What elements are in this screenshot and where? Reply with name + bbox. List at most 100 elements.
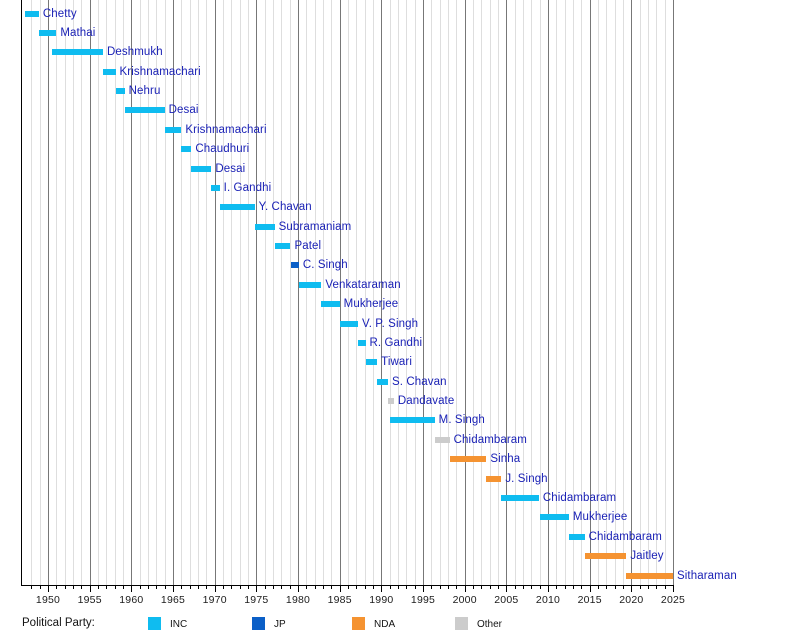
timeline-bar[interactable] [124, 107, 165, 114]
x-tick [656, 586, 658, 589]
x-tick [581, 586, 583, 589]
legend-swatch-inc[interactable] [148, 617, 161, 630]
x-tick-label: 1975 [244, 594, 269, 606]
gridline [364, 0, 366, 585]
timeline-bar[interactable] [52, 49, 103, 56]
x-tick [298, 586, 299, 592]
timeline-bar[interactable] [181, 146, 192, 153]
gridline [539, 0, 541, 585]
timeline-bar[interactable] [191, 165, 212, 172]
legend-swatch-jp[interactable] [252, 617, 265, 630]
x-tick [89, 586, 91, 592]
gridline [673, 0, 674, 585]
timeline-bar-label: Chidambaram [453, 433, 527, 446]
gridline [173, 0, 174, 585]
x-tick [489, 586, 491, 589]
x-tick [473, 586, 474, 589]
gridline [348, 0, 349, 585]
timeline-bar[interactable] [254, 223, 275, 230]
x-axis-line [21, 585, 674, 586]
timeline-bar[interactable] [365, 359, 378, 366]
x-tick [198, 586, 199, 589]
timeline-bar-label: Chidambaram [542, 492, 617, 504]
timeline-bar-label: Y. Chavan [258, 201, 312, 214]
gridline [606, 0, 608, 585]
gridline [156, 0, 158, 585]
x-tick-label: 1995 [410, 594, 436, 606]
legend-swatch-nda[interactable] [352, 617, 365, 630]
x-tick [64, 586, 66, 589]
timeline-bar[interactable] [584, 553, 627, 560]
timeline-bar[interactable] [211, 184, 220, 191]
gridline [148, 0, 149, 585]
gridline [206, 0, 208, 585]
gridline [39, 0, 41, 585]
timeline-bar[interactable] [298, 281, 322, 288]
timeline-bar[interactable] [219, 204, 255, 211]
timeline-bar-label: Deshmukh [107, 46, 163, 59]
gridline [314, 0, 316, 585]
x-tick [514, 586, 516, 589]
timeline-bar[interactable] [339, 320, 358, 327]
x-tick [131, 586, 133, 592]
gridline [281, 0, 283, 585]
gridline [573, 0, 574, 585]
timeline-bar[interactable] [434, 436, 450, 443]
timeline-bar[interactable] [501, 495, 539, 501]
x-tick [214, 586, 216, 592]
x-tick [531, 586, 533, 589]
legend-label-jp: JP [274, 619, 286, 630]
x-tick [364, 586, 366, 589]
x-tick-label: 2015 [577, 594, 602, 606]
gridline [481, 0, 483, 585]
timeline-bar[interactable] [388, 398, 394, 405]
legend-label-other: Other [477, 619, 503, 630]
gridline [656, 0, 658, 585]
gridline [323, 0, 324, 585]
timeline-bar[interactable] [321, 301, 340, 308]
timeline-bar[interactable] [389, 417, 435, 424]
gridline [31, 0, 33, 585]
timeline-bar[interactable] [115, 88, 125, 95]
x-tick [206, 586, 208, 589]
timeline-bar[interactable] [377, 378, 388, 385]
timeline-bar[interactable] [358, 339, 366, 346]
x-tick [456, 586, 458, 589]
timeline-bar[interactable] [103, 68, 116, 75]
gridline [81, 0, 83, 585]
x-tick [173, 586, 174, 592]
plot-area: Chetty Mathai Deshmukh Krishnamachari Nehru D… [21, 0, 737, 585]
x-tick [181, 586, 183, 589]
timeline-bar[interactable] [38, 29, 57, 36]
x-tick [506, 586, 508, 592]
x-tick [56, 586, 58, 589]
x-tick [639, 586, 641, 589]
x-tick [398, 586, 399, 589]
x-tick [281, 586, 283, 589]
gridline [439, 0, 441, 585]
legend-swatch-other[interactable] [455, 617, 468, 630]
timeline-bar[interactable] [164, 126, 182, 133]
x-tick [323, 586, 324, 589]
gridline [431, 0, 433, 585]
x-tick [464, 586, 466, 592]
x-tick [481, 586, 483, 589]
timeline-bar-label: Venkataraman [325, 278, 401, 291]
gridline [464, 0, 466, 585]
x-tick [98, 586, 99, 589]
timeline-bar[interactable] [24, 10, 39, 17]
timeline-bar[interactable] [539, 514, 569, 521]
timeline-bar[interactable] [486, 475, 502, 482]
y-axis-line [21, 0, 22, 586]
timeline-bar[interactable] [449, 456, 487, 463]
timeline-bar[interactable] [274, 243, 291, 250]
timeline-bar[interactable] [568, 533, 585, 540]
timeline-bar[interactable] [626, 572, 673, 579]
timeline-bar[interactable] [290, 262, 299, 269]
x-tick-label: 2010 [535, 594, 561, 606]
x-tick [139, 586, 141, 589]
gridline [473, 0, 474, 585]
x-tick [314, 586, 316, 589]
timeline-bar-label: S. Chavan [392, 375, 447, 388]
